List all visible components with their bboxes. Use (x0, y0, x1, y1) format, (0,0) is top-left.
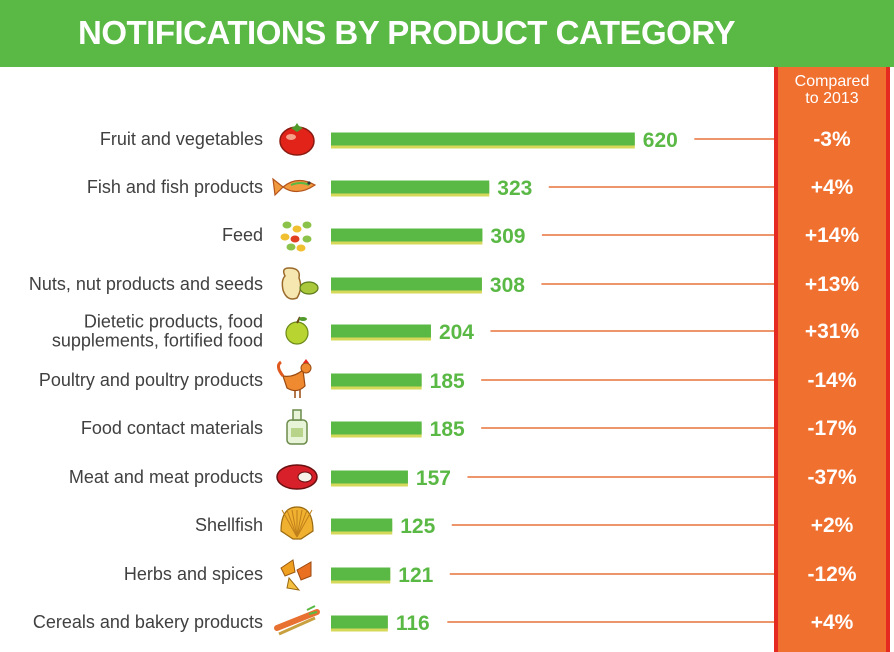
comparison-value: -37% (807, 466, 856, 489)
value-label: 309 (490, 225, 525, 248)
bar-row: Food contact materials 185 -17% (81, 409, 857, 445)
bar-row: Cereals and bakery products 116 +4% (33, 605, 854, 636)
bar (331, 132, 635, 146)
category-label: Shellfish (195, 515, 263, 535)
comparison-header-line2: to 2013 (805, 90, 859, 107)
comparison-header-line1: Compared (794, 73, 870, 90)
bottle-icon (286, 409, 308, 445)
feed-pellets-icon (280, 221, 312, 252)
value-label: 620 (643, 129, 678, 152)
apple-icon (285, 316, 309, 345)
category-label: Meat and meat products (69, 467, 263, 487)
bar (331, 180, 490, 194)
category-label: Food contact materials (81, 418, 263, 438)
category-label: Nuts, nut products and seeds (29, 274, 263, 294)
value-label: 185 (430, 370, 465, 393)
comparison-value: -12% (807, 563, 856, 586)
bar-row: Fish and fish products 323 +4% (87, 176, 854, 200)
bar (331, 470, 408, 484)
bar (331, 228, 483, 242)
rooster-icon (276, 359, 312, 398)
comparison-value: +14% (805, 224, 860, 247)
peanut-icon (281, 267, 319, 300)
bar-row: Herbs and spices 121 -12% (124, 559, 857, 591)
bar (331, 615, 388, 629)
value-label: 323 (497, 177, 532, 200)
category-label: Fish and fish products (87, 177, 263, 197)
value-label: 121 (398, 564, 433, 587)
value-label: 125 (400, 515, 435, 538)
comparison-header: Compared to 2013 (774, 73, 890, 107)
category-label: Cereals and bakery products (33, 612, 263, 632)
bar (331, 277, 482, 291)
comparison-value: +13% (805, 273, 860, 296)
value-label: 185 (430, 418, 465, 441)
category-label: supplements, fortified food (52, 331, 263, 351)
bar-row: Feed 309 +14% (222, 221, 860, 252)
value-label: 157 (416, 467, 451, 490)
comparison-value: +4% (811, 611, 854, 634)
leaves-icon (280, 559, 312, 591)
bar (331, 567, 391, 581)
comparison-column (774, 67, 890, 652)
comparison-value: -3% (813, 128, 851, 151)
comparison-value: -14% (807, 369, 856, 392)
category-label: Herbs and spices (124, 564, 263, 584)
title-bar: NOTIFICATIONS BY PRODUCT CATEGORY (0, 0, 894, 67)
category-label: Feed (222, 225, 263, 245)
category-label: Fruit and vegetables (100, 129, 263, 149)
value-label: 308 (490, 274, 525, 297)
bar (331, 324, 431, 338)
bar (331, 518, 393, 532)
bar-row: Shellfish 125 +2% (195, 506, 854, 540)
cereal-icon (274, 605, 320, 636)
value-label: 204 (439, 321, 474, 344)
value-label: 116 (396, 612, 430, 635)
bar-row: Nuts, nut products and seeds 308 +13% (29, 267, 860, 300)
category-label: Poultry and poultry products (39, 370, 263, 390)
bar-row: Meat and meat products 157 -37% (69, 464, 857, 490)
bar (331, 421, 422, 435)
comparison-value: +2% (811, 514, 854, 537)
tomato-icon (279, 123, 315, 156)
chart-title: NOTIFICATIONS BY PRODUCT CATEGORY (78, 14, 735, 51)
comparison-value: +4% (811, 176, 854, 199)
fish-icon (272, 177, 317, 197)
category-label: Dietetic products, food (84, 312, 263, 332)
comparison-value: -17% (807, 417, 856, 440)
comparison-value: +31% (805, 320, 860, 343)
bar-row: Poultry and poultry products 185 -14% (39, 359, 857, 398)
bar (331, 373, 422, 387)
steak-icon (276, 464, 318, 490)
bar-row: Fruit and vegetables 620 -3% (100, 123, 851, 156)
shell-icon (280, 506, 314, 540)
